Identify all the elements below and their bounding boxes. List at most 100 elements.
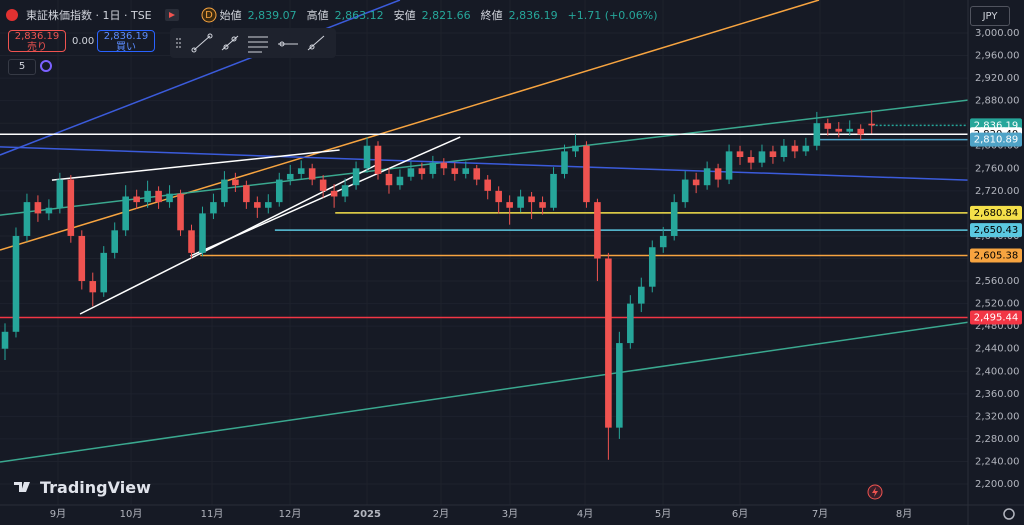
y-tick-label: 3,000.00	[975, 28, 1020, 39]
open-value: 2,839.07	[247, 8, 297, 22]
candle-body	[122, 196, 129, 231]
price-label-box	[970, 223, 1022, 238]
candle-body	[835, 128, 843, 132]
candle-body	[144, 190, 151, 203]
candle-body	[769, 151, 777, 158]
candle-body	[254, 202, 261, 208]
candle-body	[78, 235, 86, 282]
candle-body	[319, 179, 327, 191]
price-label: 2,680.84	[974, 208, 1019, 219]
symbol: 東証株価指数 · 1日 · TSE	[26, 9, 152, 22]
candle-body	[857, 128, 864, 135]
x-tick-label: 2月	[433, 508, 449, 520]
sell-button[interactable]: 2,836.19 売り	[8, 30, 66, 53]
candle-body	[286, 173, 294, 180]
candle-body	[155, 190, 162, 203]
candle-body	[330, 190, 338, 197]
open-label: 始値	[219, 9, 242, 22]
candle-body	[692, 179, 700, 186]
x-tick-label: 8月	[896, 508, 912, 520]
candle-body	[210, 202, 217, 214]
candle-body	[440, 162, 448, 169]
candle-body	[846, 128, 854, 132]
change: +1.71 (+0.06%)	[567, 8, 658, 22]
close-value: 2,836.19	[508, 8, 558, 22]
candle-body	[166, 193, 173, 203]
buy-button[interactable]: 2,836.19 買い	[97, 30, 155, 53]
candle-body	[648, 247, 656, 287]
trend-line	[0, 321, 968, 463]
candle-body	[341, 185, 349, 197]
y-tick-label: 2,320.00	[975, 411, 1020, 422]
candle-body	[627, 303, 634, 344]
candle-body	[824, 123, 832, 129]
toolbar-icons[interactable]	[176, 33, 325, 53]
close-label: 終値	[480, 9, 503, 22]
x-tick-label: 10月	[120, 508, 143, 520]
sell-label: 売り	[27, 42, 47, 53]
candle-body	[813, 123, 821, 146]
trend-line	[0, 146, 968, 181]
indicator-count[interactable]: 5	[8, 59, 36, 75]
candle-body	[780, 145, 788, 158]
indicator-icon[interactable]	[40, 60, 52, 72]
candle-body	[188, 230, 195, 253]
y-tick-label: 2,920.00	[975, 73, 1020, 84]
candle-body	[374, 145, 382, 174]
candle-body	[725, 151, 733, 180]
y-tick-label: 2,360.00	[975, 389, 1020, 400]
candle-body	[539, 202, 546, 208]
y-tick-label: 2,200.00	[975, 479, 1020, 490]
brand-watermark: TradingView	[40, 478, 151, 497]
high-label: 高値	[306, 9, 329, 22]
drawing-toolbar	[170, 28, 336, 58]
trend-line	[190, 136, 461, 257]
candle-body	[868, 123, 875, 126]
candle-body	[385, 173, 393, 186]
interval-text: D	[205, 10, 213, 21]
candle-body	[23, 202, 31, 236]
candle-body	[352, 168, 360, 186]
candle-body	[616, 343, 623, 428]
candle-body	[111, 230, 118, 253]
sell-price: 2,836.19	[14, 31, 60, 42]
currency-button[interactable]: JPY	[970, 6, 1010, 26]
drawings	[0, 0, 968, 463]
candle-body	[638, 286, 645, 304]
low-label: 安値	[393, 9, 416, 22]
candle-body	[462, 168, 470, 174]
settings-icon[interactable]	[1003, 508, 1015, 520]
candle-body	[473, 168, 481, 180]
y-tick-label: 2,760.00	[975, 163, 1020, 174]
interval-button[interactable]	[201, 7, 217, 23]
candle-body	[802, 145, 810, 152]
candle-body	[451, 168, 459, 174]
candle-body	[659, 235, 667, 248]
candle-body	[681, 179, 689, 203]
candle-body	[528, 196, 535, 203]
price-label-box	[970, 205, 1022, 220]
candle-body	[758, 151, 766, 163]
candle-body	[89, 281, 97, 293]
candle-body	[703, 168, 711, 186]
x-tick-label: 2025	[353, 509, 381, 520]
candle-body	[429, 162, 437, 174]
candle-body	[791, 145, 799, 152]
y-tick-label: 2,240.00	[975, 456, 1020, 467]
candle-body	[363, 145, 371, 169]
price-label-box	[970, 132, 1022, 147]
candle-body	[297, 168, 305, 174]
y-tick-label: 2,280.00	[975, 434, 1020, 445]
candle-body	[495, 190, 502, 203]
candle-body	[583, 145, 590, 203]
alert-bolt	[872, 487, 878, 497]
price-label: 2,650.43	[974, 225, 1019, 236]
candle-body	[100, 252, 108, 293]
buy-label: 買い	[116, 42, 136, 53]
spread: 0.00	[72, 36, 95, 47]
candle-body	[561, 151, 568, 174]
y-tick-label: 2,400.00	[975, 366, 1020, 377]
y-tick-label: 2,960.00	[975, 51, 1020, 62]
